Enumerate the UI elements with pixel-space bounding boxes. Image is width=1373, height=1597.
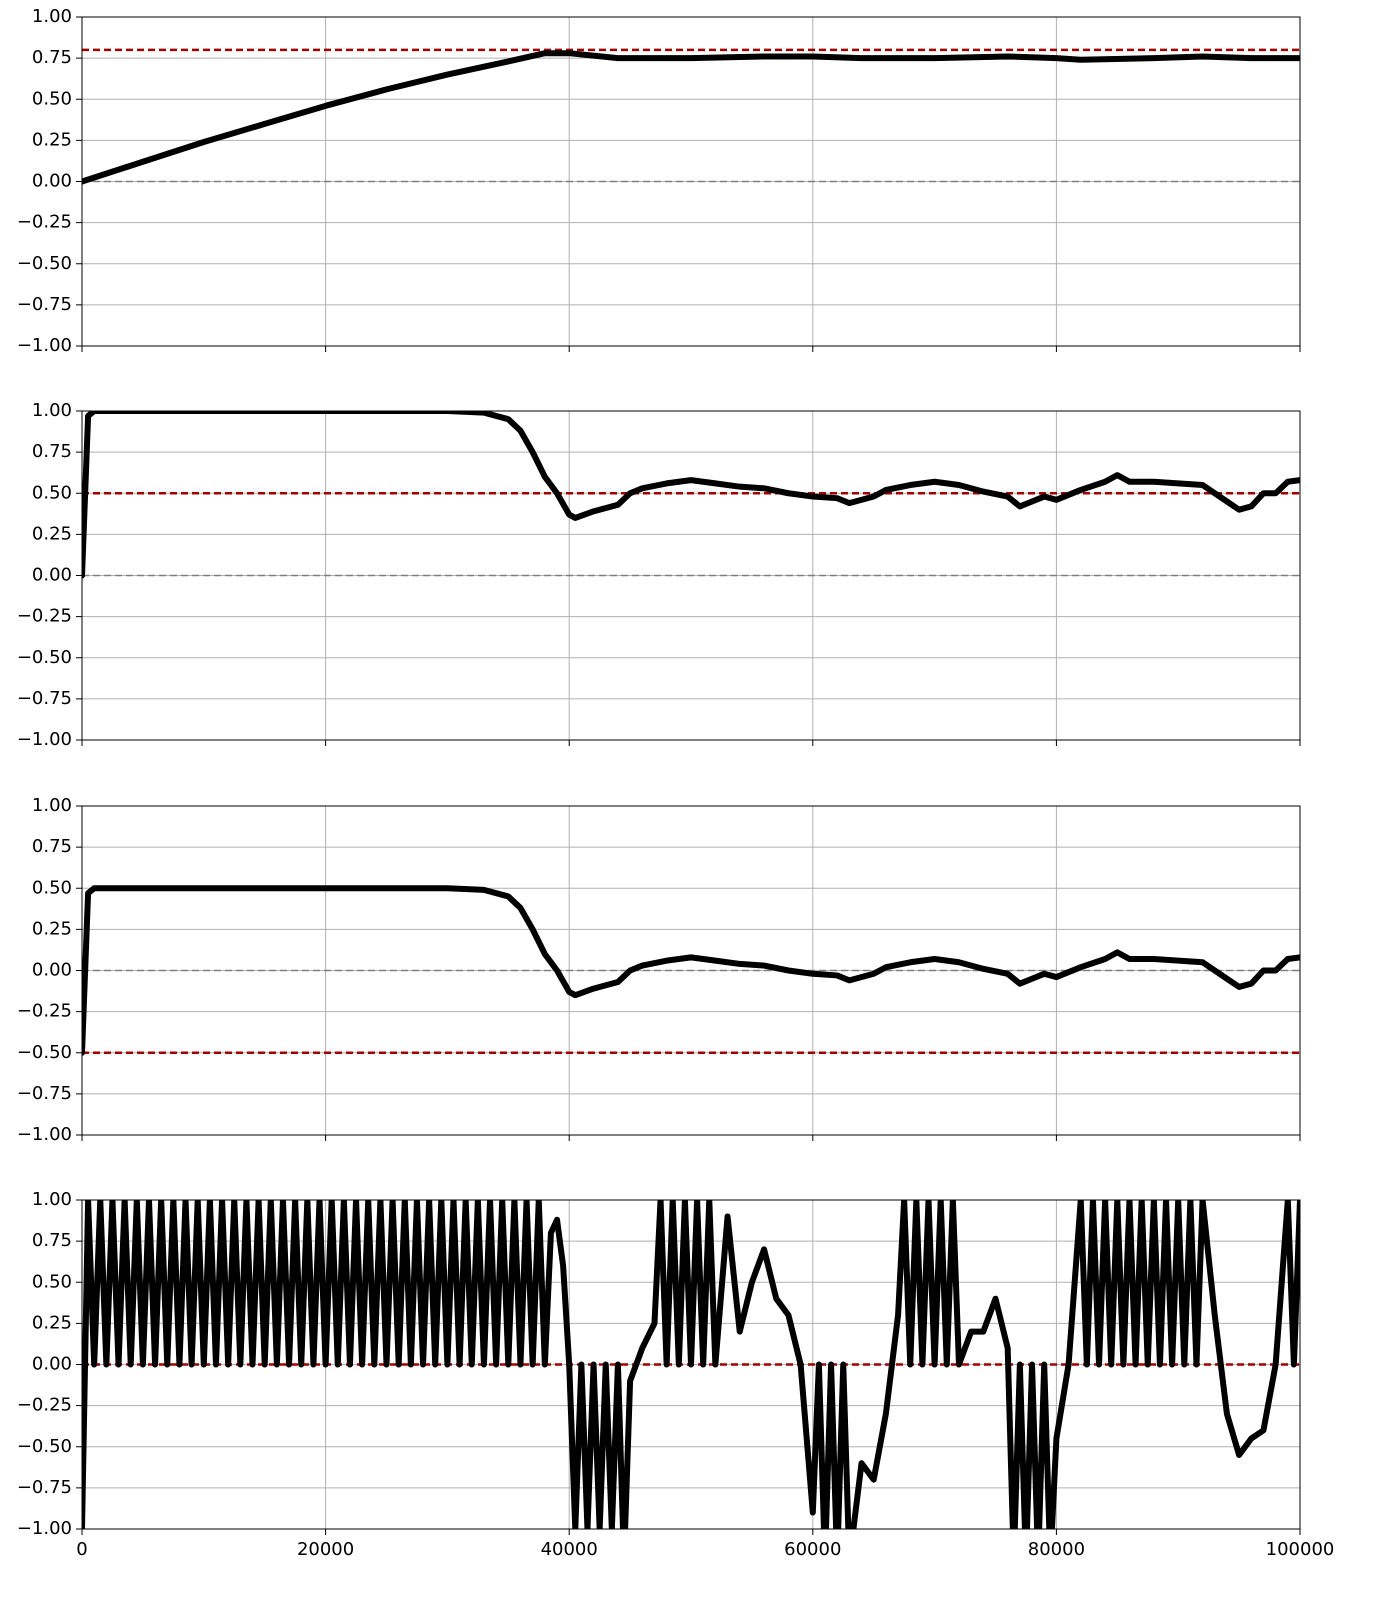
y-tick-label: −0.25 [17,1395,72,1416]
y-tick-label: 0.50 [32,877,72,898]
panel: −1.00 −0.75 −0.50 −0.25 0.00 0.25 0.50 0.75 1.00 [17,795,1301,1145]
x-tick-label: 80000 [1028,1539,1085,1560]
data-line [82,885,1300,1056]
y-tick-label: −0.75 [17,688,72,709]
y-tick-label: 0.25 [32,129,72,150]
x-tick-label: 40000 [541,1539,598,1560]
y-tick-label: −0.25 [17,1001,72,1022]
x-tick-label: 100000 [1266,1539,1335,1560]
axes-frame [81,16,1301,347]
panel: −1.00 −0.75 −0.50 −0.25 0.00 0.25 0.50 0.75 1.00 [17,6,1301,356]
y-tick-label: 0.75 [32,836,72,857]
axes-frame [81,410,1301,741]
plot-area [82,48,1300,185]
y-tick-label: 0.25 [32,1312,72,1333]
x-tick-label: 60000 [784,1539,841,1560]
y-tick-label: 0.00 [32,565,72,586]
y-tick-label: 0.75 [32,1230,72,1251]
axes-frame [81,805,1301,1136]
panel: −1.00 −0.75 −0.50 −0.25 0.00 0.25 0.50 0.75 1.00 [17,400,1301,750]
y-tick-label: −1.00 [17,335,72,356]
y-tick-label: 0.50 [32,1271,72,1292]
y-tick-label: −0.75 [17,1477,72,1498]
y-tick-label: −0.75 [17,1083,72,1104]
y-tick-label: −0.50 [17,253,72,274]
y-tick-label: 0.00 [32,171,72,192]
data-line [82,1200,1300,1529]
y-tick-label: −0.50 [17,1436,72,1457]
data-line [82,411,1300,579]
y-tick-label: 1.00 [32,795,72,816]
y-tick-label: −0.75 [17,294,72,315]
y-tick-label: −0.50 [17,647,72,668]
axes-frame [81,1199,1301,1530]
y-tick-label: 0.00 [32,960,72,981]
y-tick-label: −1.00 [17,1518,72,1539]
y-tick-label: −0.25 [17,606,72,627]
x-tick-label: 20000 [297,1539,354,1560]
y-tick-label: −1.00 [17,729,72,750]
y-tick-label: 0.75 [32,441,72,462]
y-tick-label: −0.50 [17,1042,72,1063]
y-tick-label: 0.50 [32,88,72,109]
panel: −1.00 −0.75 −0.50 −0.25 0.00 0.25 0.50 0.75 1.00… [17,1189,1335,1560]
y-tick-label: 0.00 [32,1354,72,1375]
y-tick-label: 1.00 [32,6,72,27]
y-tick-label: 0.25 [32,523,72,544]
y-tick-label: −1.00 [17,1124,72,1145]
y-tick-label: −0.25 [17,212,72,233]
data-line [82,50,1300,185]
y-tick-label: 0.75 [32,47,72,68]
y-tick-label: 0.50 [32,482,72,503]
y-tick-label: 1.00 [32,400,72,421]
plot-area [82,1200,1300,1529]
y-tick-label: 1.00 [32,1189,72,1210]
y-tick-label: 0.25 [32,918,72,939]
plot-area [82,411,1300,579]
x-tick-label: 0 [76,1539,87,1560]
plot-area [82,885,1300,1056]
